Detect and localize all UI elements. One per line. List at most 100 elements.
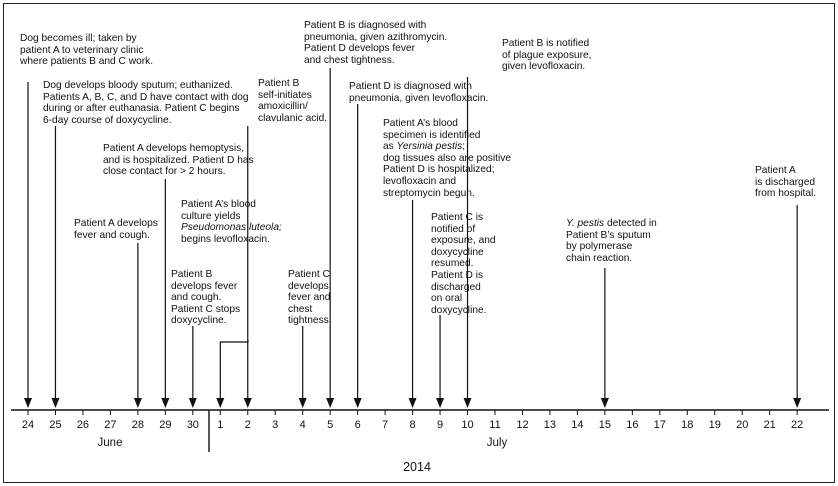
event-arrow-e12 bbox=[436, 315, 445, 408]
event-note-line: and chest tightness. bbox=[304, 54, 395, 66]
event-note-line: on oral bbox=[431, 293, 463, 305]
day-label: 3 bbox=[272, 419, 278, 431]
event-note-line: by polymerase bbox=[566, 241, 633, 253]
event-note-line: Dog develops bloody sputum; euthanized. bbox=[43, 80, 233, 91]
day-label: 19 bbox=[709, 419, 721, 431]
event-note-line: Patient A bbox=[755, 165, 796, 176]
event-note-line: specimen is identified bbox=[383, 129, 481, 141]
event-note-line: culture yields bbox=[181, 210, 241, 222]
event-note-line: exposure, and bbox=[431, 235, 496, 247]
day-label: 15 bbox=[599, 419, 611, 431]
event-note-line: Patient B bbox=[171, 269, 213, 280]
event-note-line: streptomycin begun. bbox=[383, 187, 475, 199]
event-note-line: Patient A’s blood bbox=[383, 118, 458, 129]
day-label: 5 bbox=[327, 419, 333, 431]
event-note-line: pneumonia, given levofloxacin. bbox=[349, 92, 489, 104]
event-note-e14: Y. pestis detected in Patient B’s sputum b… bbox=[566, 218, 657, 264]
event-arrow-e14 bbox=[600, 268, 609, 408]
event-note-line: Patient A develops bbox=[74, 218, 158, 229]
day-label: 2 bbox=[245, 419, 251, 431]
event-note-e13: Patient B is notified of plague exposure,… bbox=[502, 38, 592, 73]
event-note-line: develops fever bbox=[171, 280, 238, 292]
event-arrow-e11 bbox=[408, 200, 417, 408]
day-label: 12 bbox=[516, 419, 528, 431]
event-note-line: is discharged bbox=[755, 176, 816, 188]
day-label: 11 bbox=[489, 419, 500, 431]
day-label: 21 bbox=[764, 419, 776, 431]
event-note-e6: Patient A’s blood culture yields Pseudomon… bbox=[181, 199, 282, 245]
event-arrow-e4 bbox=[161, 179, 170, 408]
event-note-line: fever and bbox=[288, 292, 331, 304]
event-arrow-e2 bbox=[51, 126, 60, 408]
day-label: 17 bbox=[654, 419, 666, 431]
event-note-line: 6-day course of doxycycline. bbox=[43, 114, 172, 126]
event-note-line: Patients A, B, C, and D have contact wit… bbox=[43, 91, 249, 103]
event-note-line: Patient A develops hemoptysis, bbox=[103, 143, 245, 154]
event-arrow-e8 bbox=[298, 326, 307, 408]
day-label: 13 bbox=[544, 419, 556, 431]
event-note-e11: Patient A’s blood specimen is identified a… bbox=[383, 118, 511, 199]
day-label: 4 bbox=[300, 419, 306, 431]
event-note-line: dog tissues also are positive bbox=[383, 152, 511, 164]
day-label: 10 bbox=[461, 419, 473, 431]
event-note-line: and cough. bbox=[171, 292, 222, 304]
event-note-line: pneumonia, given azithromycin. bbox=[304, 31, 448, 43]
event-note-line: begins levofloxacin. bbox=[181, 233, 270, 245]
event-arrow-e13 bbox=[463, 77, 472, 408]
event-arrow-e15 bbox=[793, 205, 802, 408]
day-label: 9 bbox=[437, 419, 443, 431]
event-note-e3: Patient A develops fever and cough. bbox=[74, 218, 158, 241]
event-note-line: self-initiates bbox=[258, 89, 312, 101]
event-note-line: patient A to veterinary clinic bbox=[20, 44, 144, 56]
day-label: 1 bbox=[217, 419, 223, 431]
event-note-line: Patient C bbox=[288, 269, 330, 280]
event-note-line: Patient C stops bbox=[171, 303, 241, 315]
event-arrow-e9 bbox=[326, 68, 335, 408]
day-label: 8 bbox=[410, 419, 416, 431]
day-label: 30 bbox=[187, 419, 199, 431]
event-note-line: Patient A’s blood bbox=[181, 199, 256, 210]
event-note-line: clavulanic acid. bbox=[258, 112, 328, 124]
event-note-line: Patient B is notified bbox=[502, 38, 590, 49]
event-arrow-e3 bbox=[133, 243, 142, 408]
event-note-line: given levofloxacin. bbox=[502, 61, 586, 73]
day-label: 27 bbox=[104, 419, 116, 431]
event-note-line: Patient C is bbox=[431, 212, 484, 223]
event-note-line: Patient D is bbox=[431, 269, 484, 281]
day-label: 6 bbox=[355, 419, 361, 431]
event-note-line: levofloxacin and bbox=[383, 175, 457, 187]
event-note-line: fever and cough. bbox=[74, 229, 150, 241]
event-note-line: doxycycline. bbox=[171, 315, 227, 327]
event-note-line: Patient D develops fever bbox=[304, 43, 415, 55]
event-note-line: doxycycline bbox=[431, 246, 484, 258]
event-note-line: close contact for > 2 hours. bbox=[103, 166, 226, 178]
event-note-line: Patient D is hospitalized; bbox=[383, 164, 495, 176]
event-note-line: Y. pestis detected in bbox=[566, 218, 657, 229]
event-note-line: amoxicillin/ bbox=[258, 101, 308, 113]
month-label-july: July bbox=[487, 437, 508, 449]
day-label: 14 bbox=[571, 419, 583, 431]
event-note-line: where patients B and C work. bbox=[20, 56, 154, 68]
event-note-line: discharged bbox=[431, 281, 481, 293]
event-note-line: Patient B’s sputum bbox=[566, 229, 651, 241]
event-note-line: doxycycline. bbox=[431, 304, 487, 316]
event-note-e10: Patient D is diagnosed with pneumonia, gi… bbox=[349, 81, 488, 104]
event-note-line: Patient B is diagnosed with bbox=[304, 20, 427, 31]
day-label: 26 bbox=[77, 419, 89, 431]
day-label: 18 bbox=[681, 419, 693, 431]
day-label: 24 bbox=[22, 419, 34, 431]
event-note-line: as Yersinia pestis; bbox=[383, 141, 466, 153]
event-note-line: Patient D is diagnosed with bbox=[349, 81, 472, 92]
event-note-line: resumed. bbox=[431, 258, 474, 270]
day-label: 20 bbox=[736, 419, 748, 431]
day-label: 16 bbox=[626, 419, 638, 431]
event-note-line: during or after euthanasia. Patient C be… bbox=[43, 103, 240, 115]
event-note-line: of plague exposure, bbox=[502, 49, 592, 61]
month-label-june: June bbox=[98, 437, 123, 449]
figure-frame bbox=[3, 3, 835, 483]
day-label: 7 bbox=[382, 419, 388, 431]
